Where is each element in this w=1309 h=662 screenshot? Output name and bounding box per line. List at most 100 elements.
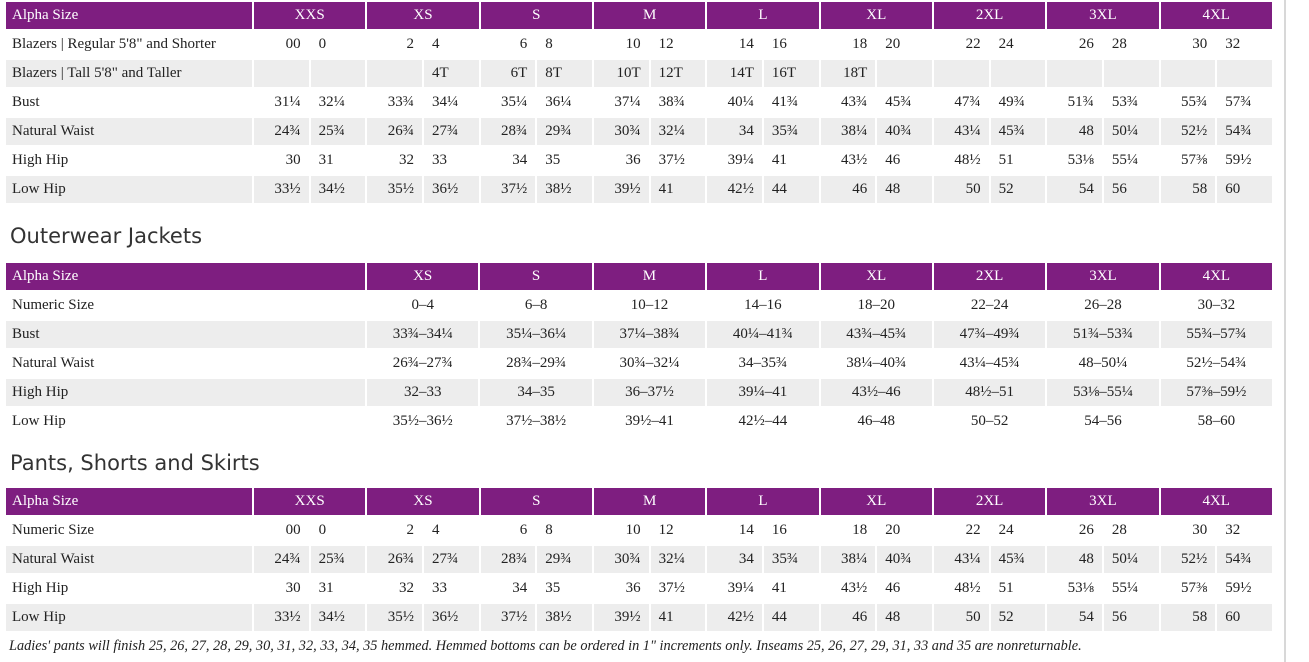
size-cell: 56 (1101, 174, 1161, 205)
size-cell: 51 (988, 145, 1048, 176)
row-label: Blazers | Tall 5'8" and Taller (4, 58, 254, 89)
size-cell: 8 (535, 29, 594, 60)
size-header: S (478, 486, 594, 517)
size-cell (931, 58, 991, 89)
size-cell: 26¾ (365, 544, 424, 575)
size-cell: 43¼ (931, 544, 991, 575)
size-cell: 49¾ (988, 87, 1048, 118)
header-row: Alpha Size XXS XS S M L XL 2XL 3XL 4XL (4, 486, 1274, 517)
size-cell: 58–60 (1158, 406, 1275, 437)
size-cell: 12T (648, 58, 708, 89)
size-cell: 29¾ (535, 544, 594, 575)
size-cell: 32 (365, 573, 424, 604)
size-cell (1101, 58, 1161, 89)
row-label: Low Hip (4, 174, 254, 205)
size-cell: 57⅜ (1158, 573, 1218, 604)
size-cell: 48½ (931, 573, 991, 604)
size-cell: 51 (988, 573, 1048, 604)
size-cell: 44 (761, 602, 821, 633)
size-cell: 57⅜ (1158, 145, 1218, 176)
size-cell: 33¾ (365, 87, 424, 118)
size-cell: 48½–51 (931, 377, 1048, 408)
size-cell: 48 (875, 174, 934, 205)
size-cell: 54¾ (1215, 544, 1274, 575)
row-label: Bust (4, 319, 367, 350)
size-cell: 35½–36½ (364, 406, 481, 437)
size-cell: 34½ (308, 174, 368, 205)
size-cell: 44 (761, 174, 821, 205)
size-header: L (705, 261, 821, 292)
size-cell: 60 (1215, 602, 1274, 633)
table-row: Blazers | Regular 5'8" and Shorter 00 0 2 4 6… (4, 29, 1274, 60)
row-label: Blazers | Regular 5'8" and Shorter (4, 29, 254, 60)
size-cell: 37½ (478, 174, 538, 205)
size-header: XXS (251, 486, 368, 517)
size-cell: 39¼ (705, 145, 764, 176)
size-header: 2XL (931, 486, 1048, 517)
size-cell: 26–28 (1045, 290, 1161, 321)
row-label: Low Hip (4, 602, 254, 633)
size-header: L (705, 486, 821, 517)
size-cell: 52 (988, 174, 1048, 205)
size-cell: 43¾ (818, 87, 878, 118)
size-header: 3XL (1045, 0, 1161, 31)
size-cell: 14 (705, 29, 764, 60)
size-header: XL (818, 0, 934, 31)
size-cell: 54–56 (1045, 406, 1161, 437)
size-cell: 51¾–53¾ (1045, 319, 1161, 350)
size-cell: 37¼ (591, 87, 651, 118)
size-cell: 31¼ (252, 87, 311, 118)
size-cell: 43¼ (931, 116, 991, 147)
size-cell: 34 (478, 145, 538, 176)
size-cell: 52 (988, 602, 1048, 633)
size-cell: 52½ (1158, 544, 1218, 575)
size-cell: 43½–46 (818, 377, 934, 408)
table-row: Natural Waist 24¾ 25¾ 26¾ 27¾ 28¾ 29¾ 30¾ 32¼ 34 3… (4, 544, 1274, 575)
size-cell: 10T (591, 58, 651, 89)
size-header: 3XL (1045, 486, 1161, 517)
size-cell: 37½ (648, 145, 708, 176)
size-cell: 48 (1045, 116, 1104, 147)
size-cell: 42½–44 (705, 406, 821, 437)
section-heading: Pants, Shorts and Skirts (10, 451, 260, 475)
size-cell: 34–35 (478, 377, 594, 408)
size-cell: 26¾ (365, 116, 424, 147)
size-cell: 4 (421, 515, 481, 546)
section-heading: Outerwear Jackets (10, 224, 203, 248)
size-cell: 30–32 (1158, 290, 1275, 321)
size-cell: 32¼ (308, 87, 368, 118)
size-cell: 16T (761, 58, 821, 89)
size-cell: 36–37½ (591, 377, 708, 408)
size-cell: 55¾–57¾ (1158, 319, 1275, 350)
table-row: Blazers | Tall 5'8" and Taller 4T 6T 8T 10T 1… (4, 58, 1274, 89)
size-cell (1045, 58, 1104, 89)
size-cell: 30¾ (591, 116, 651, 147)
size-cell: 35½ (365, 174, 424, 205)
size-cell: 24 (988, 515, 1048, 546)
size-cell: 30 (1158, 515, 1218, 546)
table-row: High Hip 32–33 34–35 36–37½ 39¼–41 43½–46 48½–… (4, 377, 1275, 408)
size-cell: 50 (931, 174, 991, 205)
size-cell: 24¾ (252, 544, 311, 575)
size-cell: 20 (875, 515, 934, 546)
size-cell: 26 (1045, 29, 1104, 60)
size-cell (1215, 58, 1274, 89)
table-row: Natural Waist 26¾–27¾ 28¾–29¾ 30¾–32¼ 34–35¾… (4, 348, 1275, 379)
size-cell: 31 (308, 145, 368, 176)
size-cell: 47¾ (931, 87, 991, 118)
size-cell: 48½ (931, 145, 991, 176)
size-cell: 43½ (818, 573, 878, 604)
size-cell: 33½ (252, 602, 311, 633)
row-label: Numeric Size (4, 515, 254, 546)
size-cell: 39½–41 (591, 406, 708, 437)
size-cell: 25¾ (308, 544, 368, 575)
size-header: M (591, 486, 708, 517)
size-cell: 39½ (591, 602, 651, 633)
row-label: Natural Waist (4, 544, 254, 575)
size-cell: 26 (1045, 515, 1104, 546)
size-cell: 40¾ (875, 116, 934, 147)
size-cell: 41 (761, 145, 821, 176)
size-cell: 46 (818, 174, 878, 205)
header-cell: Alpha Size (4, 261, 367, 292)
